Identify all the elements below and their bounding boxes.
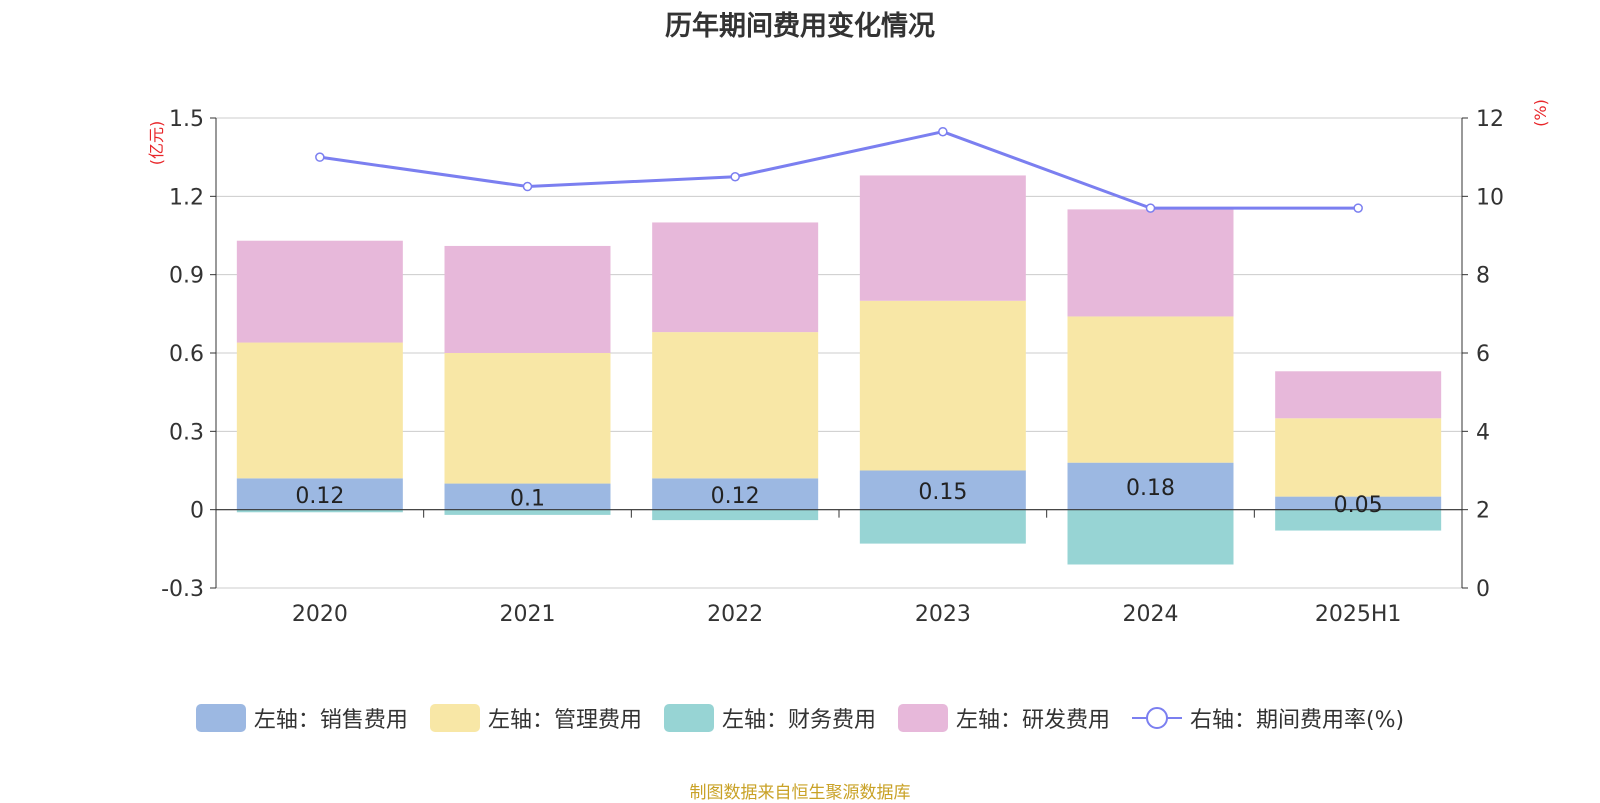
bar-segment <box>1067 462 1234 510</box>
expense-rate-point <box>522 181 533 192</box>
expense-rate-line <box>319 130 1359 210</box>
expense-rate-point <box>315 152 325 162</box>
bar-segment <box>859 300 1026 471</box>
left-axis-tick-label: -0.3 <box>161 577 204 602</box>
right-axis-tick-label: 6 <box>1476 342 1490 367</box>
left-axis-tick-label: 0 <box>190 499 204 524</box>
legend-swatch-finance <box>663 704 714 732</box>
x-axis-tick-label: 2020 <box>292 602 348 627</box>
legend-item-rnd[interactable]: 左轴：研发费用 <box>897 702 1110 734</box>
bar-segment <box>652 478 819 510</box>
x-axis-tick-label: 2021 <box>500 602 556 627</box>
right-axis-tick-label: 2 <box>1476 499 1490 524</box>
bar-segment <box>652 222 819 333</box>
chart-title: 历年期间费用变化情况 <box>665 11 935 42</box>
legend-swatch-admin <box>429 704 480 732</box>
bar-segment <box>652 509 819 521</box>
chart-canvas: 1.5 1.2 0.9 0.6 0.3 0 -0.3 12 10 8 6 4 2 0 (亿元) (%) 2020… <box>147 99 1550 627</box>
source-note: 制图数据来自恒生聚源数据库 <box>689 783 911 803</box>
bar-segment <box>859 470 1026 510</box>
legend-item-admin[interactable]: 左轴：管理费用 <box>429 702 642 734</box>
legend-label-rnd: 左轴：研发费用 <box>955 708 1110 733</box>
bar-segment <box>236 509 403 513</box>
bar-segment <box>1067 209 1234 317</box>
bar-segment <box>236 478 403 510</box>
right-axis-tick-label: 8 <box>1476 264 1490 289</box>
left-axis-tick-label: 0.9 <box>169 264 204 289</box>
bar-segment <box>444 353 611 484</box>
right-axis-tick-label: 10 <box>1476 185 1504 210</box>
x-axis-tick-label: 2023 <box>915 602 971 627</box>
bar-segment <box>444 483 611 510</box>
bar-segment <box>1275 509 1442 531</box>
legend-item-finance[interactable]: 左轴：财务费用 <box>663 702 876 734</box>
legend-label-sales: 左轴：销售费用 <box>253 708 408 733</box>
left-axis-tick-label: 1.5 <box>169 107 204 132</box>
legend-label-admin: 左轴：管理费用 <box>487 708 642 733</box>
bar-segment <box>1275 371 1442 419</box>
bar-segment <box>236 342 403 479</box>
bar-segment <box>652 332 819 479</box>
bar-segment <box>1275 496 1442 510</box>
x-axis-tick-label: 2024 <box>1123 602 1179 627</box>
bar-segment <box>859 175 1026 301</box>
expense-rate-point <box>730 172 740 182</box>
legend-label-expense-rate: 右轴：期间费用率(%) <box>1189 708 1405 733</box>
bar-segment <box>1067 316 1234 463</box>
bar-segment <box>1067 509 1234 565</box>
bar-segment <box>444 509 611 515</box>
data-label: 0.18 <box>1126 476 1175 501</box>
legend: 左轴：销售费用 左轴：管理费用 左轴：财务费用 左轴：研发费用 右轴：期间费用率… <box>0 702 1600 734</box>
data-label: 0.1 <box>510 487 545 512</box>
left-axis-tick-label: 0.3 <box>169 420 204 445</box>
data-label: 0.05 <box>1334 493 1383 518</box>
legend-label-finance: 左轴：财务费用 <box>721 708 876 733</box>
data-label: 0.15 <box>918 480 967 505</box>
bar-segment <box>1275 418 1442 497</box>
data-label: 0.12 <box>711 484 760 509</box>
right-axis-tick-label: 0 <box>1476 577 1490 602</box>
x-axis-tick-label: 2025H1 <box>1315 602 1402 627</box>
expense-rate-point <box>1145 203 1156 213</box>
x-axis-tick-label: 2022 <box>707 602 763 627</box>
legend-swatch-rnd <box>897 704 948 732</box>
right-axis-unit: (%) <box>1531 99 1550 127</box>
right-axis-tick-label: 4 <box>1476 420 1490 445</box>
legend-item-sales[interactable]: 左轴：销售费用 <box>195 702 408 734</box>
legend-swatch-sales <box>195 704 246 732</box>
right-axis-tick-label: 12 <box>1476 107 1504 132</box>
bar-segment <box>859 509 1026 544</box>
legend-line-marker-icon <box>1131 707 1182 729</box>
left-axis-tick-label: 1.2 <box>169 185 204 210</box>
bar-segment <box>444 245 611 353</box>
bar-segment <box>236 240 403 343</box>
expense-rate-point <box>938 126 948 137</box>
expense-rate-point <box>1353 203 1363 213</box>
legend-item-expense-rate[interactable]: 右轴：期间费用率(%) <box>1131 702 1405 734</box>
left-axis-tick-label: 0.6 <box>169 342 204 367</box>
left-axis-unit: (亿元) <box>147 121 166 166</box>
data-label: 0.12 <box>295 484 344 509</box>
